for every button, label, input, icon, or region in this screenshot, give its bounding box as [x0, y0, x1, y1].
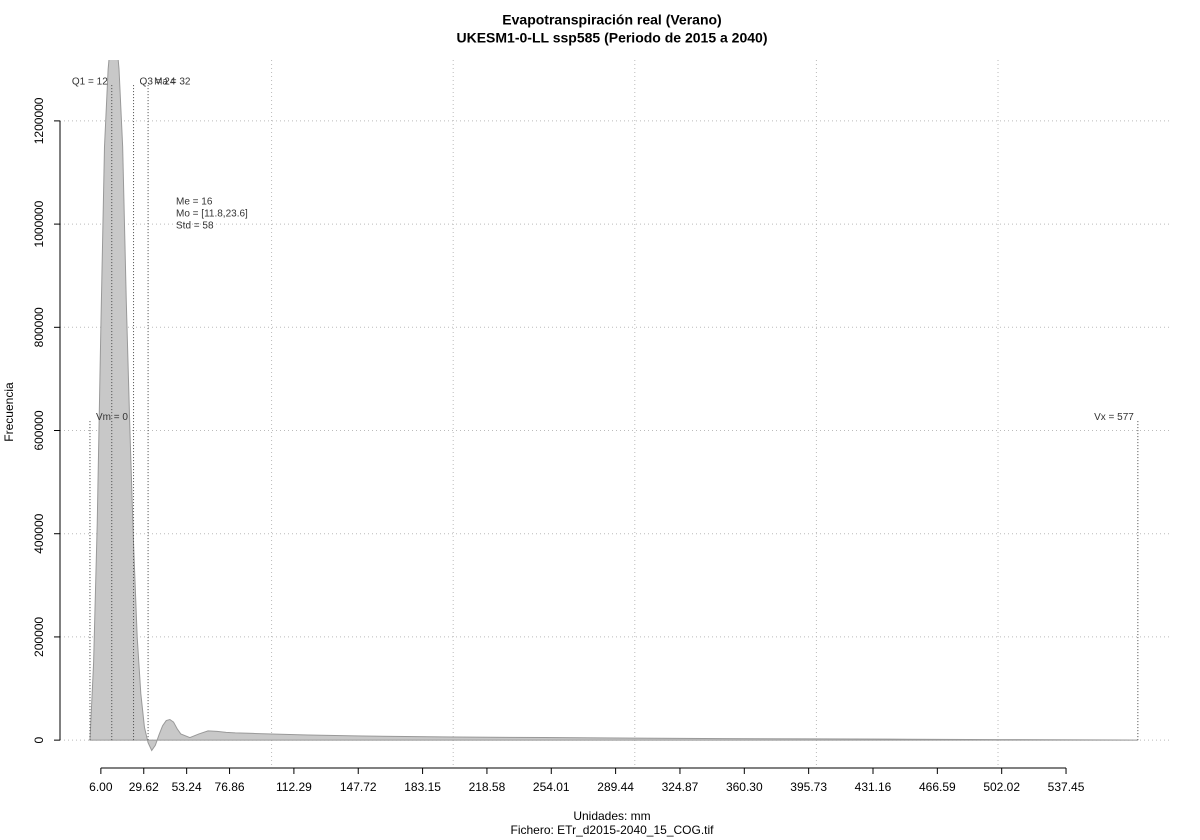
stat-label: Me = 16 — [176, 197, 213, 208]
x-axis-label: Unidades: mm — [573, 809, 650, 823]
caption: Fichero: ETr_d2015-2040_15_COG.tif — [511, 823, 715, 837]
x-tick-label: 395.73 — [790, 780, 827, 794]
x-tick-label: 502.02 — [983, 780, 1020, 794]
x-tick-label: 112.29 — [276, 780, 312, 794]
y-tick-label: 600000 — [32, 410, 46, 450]
y-tick-label: 200000 — [32, 617, 46, 657]
marker-label: Ma = 32 — [154, 76, 191, 87]
x-tick-label: 183.15 — [404, 780, 441, 794]
x-tick-label: 6.00 — [89, 780, 113, 794]
x-tick-label: 324.87 — [662, 780, 699, 794]
x-tick-label: 289.44 — [597, 780, 634, 794]
x-tick-label: 147.72 — [340, 780, 377, 794]
x-tick-label: 466.59 — [919, 780, 956, 794]
chart-title: Evapotranspiración real (Verano) — [502, 12, 721, 28]
x-tick-label: 53.24 — [172, 780, 202, 794]
x-tick-label: 537.45 — [1048, 780, 1085, 794]
marker-label: Vx = 577 — [1094, 412, 1134, 423]
x-tick-label: 218.58 — [469, 780, 506, 794]
x-tick-label: 254.01 — [533, 780, 570, 794]
chart-subtitle: UKESM1-0-LL ssp585 (Periodo de 2015 a 20… — [457, 30, 768, 46]
stat-label: Std = 58 — [176, 221, 214, 232]
x-tick-label: 76.86 — [215, 780, 245, 794]
stat-label: Mo = [11.8,23.6] — [176, 209, 248, 220]
marker-label: Q3 = 24 — [140, 76, 176, 87]
density-area — [89, 60, 1138, 752]
marker-label: Q1 = 12 — [72, 76, 108, 87]
y-tick-label: 800000 — [32, 307, 46, 347]
x-tick-label: 360.30 — [726, 780, 763, 794]
y-tick-label: 1200000 — [32, 97, 46, 144]
y-tick-label: 0 — [32, 736, 46, 743]
marker-label: Vm = 0 — [96, 412, 128, 423]
density-group — [89, 60, 1138, 752]
y-axis-label: Frecuencia — [2, 382, 16, 442]
x-tick-label: 431.16 — [855, 780, 892, 794]
y-tick-label: 400000 — [32, 513, 46, 553]
y-tick-label: 1000000 — [32, 200, 46, 247]
x-tick-label: 29.62 — [129, 780, 159, 794]
